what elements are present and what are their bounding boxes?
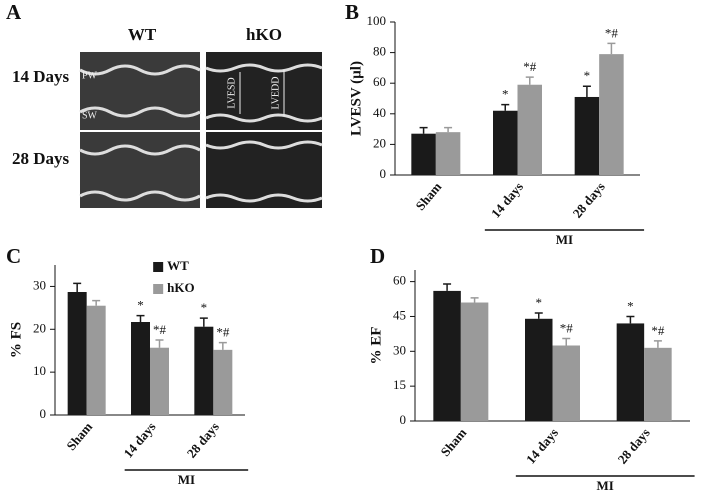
significance-mark: *# <box>153 322 167 337</box>
error-bar <box>443 283 452 291</box>
panel-label: B <box>345 0 359 24</box>
x-tick-label: 28 days <box>184 419 222 460</box>
error-bar <box>92 299 101 306</box>
y-tick-label: 60 <box>373 74 386 89</box>
bar <box>517 84 542 175</box>
y-tick-label: 10 <box>33 363 46 378</box>
column-label: hKO <box>246 25 282 44</box>
bar <box>435 132 461 175</box>
y-tick-label: 0 <box>400 412 407 427</box>
panel-label: A <box>6 0 22 24</box>
error-bar <box>444 126 453 133</box>
y-tick-label: 100 <box>367 13 387 28</box>
significance-mark: *# <box>605 25 619 40</box>
significance-mark: *# <box>523 59 537 74</box>
bar <box>460 302 489 421</box>
bar <box>644 347 672 421</box>
significance-mark: *# <box>651 323 665 338</box>
image-annotation: LVESD <box>226 77 237 108</box>
legend-label: WT <box>167 258 189 273</box>
y-tick-label: 30 <box>33 277 46 292</box>
error-bar <box>155 339 164 348</box>
bar <box>131 322 150 415</box>
bar <box>493 110 518 175</box>
legend-label: hKO <box>167 280 194 295</box>
bar <box>599 54 624 175</box>
row-label: 14 Days <box>12 67 70 86</box>
legend-swatch <box>153 262 164 272</box>
bar <box>574 96 600 175</box>
error-bar <box>419 126 428 134</box>
bar <box>213 349 233 415</box>
echo-trace <box>79 63 323 203</box>
bar <box>552 345 580 421</box>
y-tick-label: 20 <box>373 135 386 150</box>
error-bar <box>199 317 208 327</box>
bar <box>194 326 214 415</box>
y-axis-label: % FS <box>8 322 24 358</box>
error-bar <box>607 42 616 55</box>
row-label: 28 Days <box>12 149 70 168</box>
echo-panel: A WT hKO 14 Days 28 Days PW SW LVESD LVE… <box>6 0 323 208</box>
x-tick-label: Sham <box>412 179 444 213</box>
y-axis-label: LVESV (µl) <box>348 61 364 136</box>
error-bar <box>73 282 82 292</box>
significance-mark: * <box>137 298 144 313</box>
group-label: MI <box>597 478 614 493</box>
image-annotation: LVEDD <box>270 77 281 110</box>
significance-mark: *# <box>560 321 574 336</box>
legend-swatch <box>153 284 164 294</box>
x-tick-label: Sham <box>437 425 469 459</box>
significance-mark: * <box>627 298 634 313</box>
significance-mark: * <box>584 68 591 83</box>
image-annotation: SW <box>82 110 98 121</box>
y-tick-label: 45 <box>393 307 406 322</box>
error-bar <box>582 85 591 97</box>
panel-label: C <box>6 244 21 268</box>
image-annotation: PW <box>82 70 98 81</box>
error-bar <box>626 315 635 324</box>
x-tick-label: 14 days <box>523 425 561 466</box>
bar <box>411 133 436 175</box>
y-tick-label: 80 <box>373 44 386 59</box>
error-bar <box>562 337 571 346</box>
x-tick-label: Sham <box>63 419 95 453</box>
bar <box>86 305 106 415</box>
y-tick-label: 0 <box>40 406 47 421</box>
y-tick-label: 20 <box>33 320 46 335</box>
error-bar <box>136 314 145 322</box>
bar <box>433 290 461 421</box>
x-tick-label: 14 days <box>120 419 158 460</box>
panel-label: D <box>370 244 385 268</box>
y-axis-label: % EF <box>368 327 384 365</box>
y-tick-label: 15 <box>393 377 406 392</box>
error-bar <box>534 312 543 319</box>
y-tick-label: 60 <box>393 273 406 288</box>
y-tick-label: 40 <box>373 105 386 120</box>
error-bar <box>470 297 479 303</box>
x-tick-label: 14 days <box>488 179 526 220</box>
error-bar <box>501 103 510 111</box>
bar <box>150 347 169 415</box>
significance-mark: * <box>502 87 509 102</box>
echo-image <box>80 52 200 130</box>
group-label: MI <box>556 232 573 247</box>
x-tick-label: 28 days <box>570 179 608 220</box>
error-bar <box>218 341 227 350</box>
x-tick-label: 28 days <box>615 425 653 466</box>
group-label: MI <box>178 472 195 487</box>
y-tick-label: 30 <box>393 342 406 357</box>
significance-mark: * <box>201 300 208 315</box>
column-label: WT <box>128 25 157 44</box>
error-bar <box>653 340 662 348</box>
bar <box>67 292 87 415</box>
y-tick-label: 0 <box>380 166 387 181</box>
bar <box>525 318 553 421</box>
significance-mark: * <box>536 295 543 310</box>
significance-mark: *# <box>216 325 230 340</box>
error-bar <box>525 76 534 85</box>
bar <box>616 323 645 421</box>
